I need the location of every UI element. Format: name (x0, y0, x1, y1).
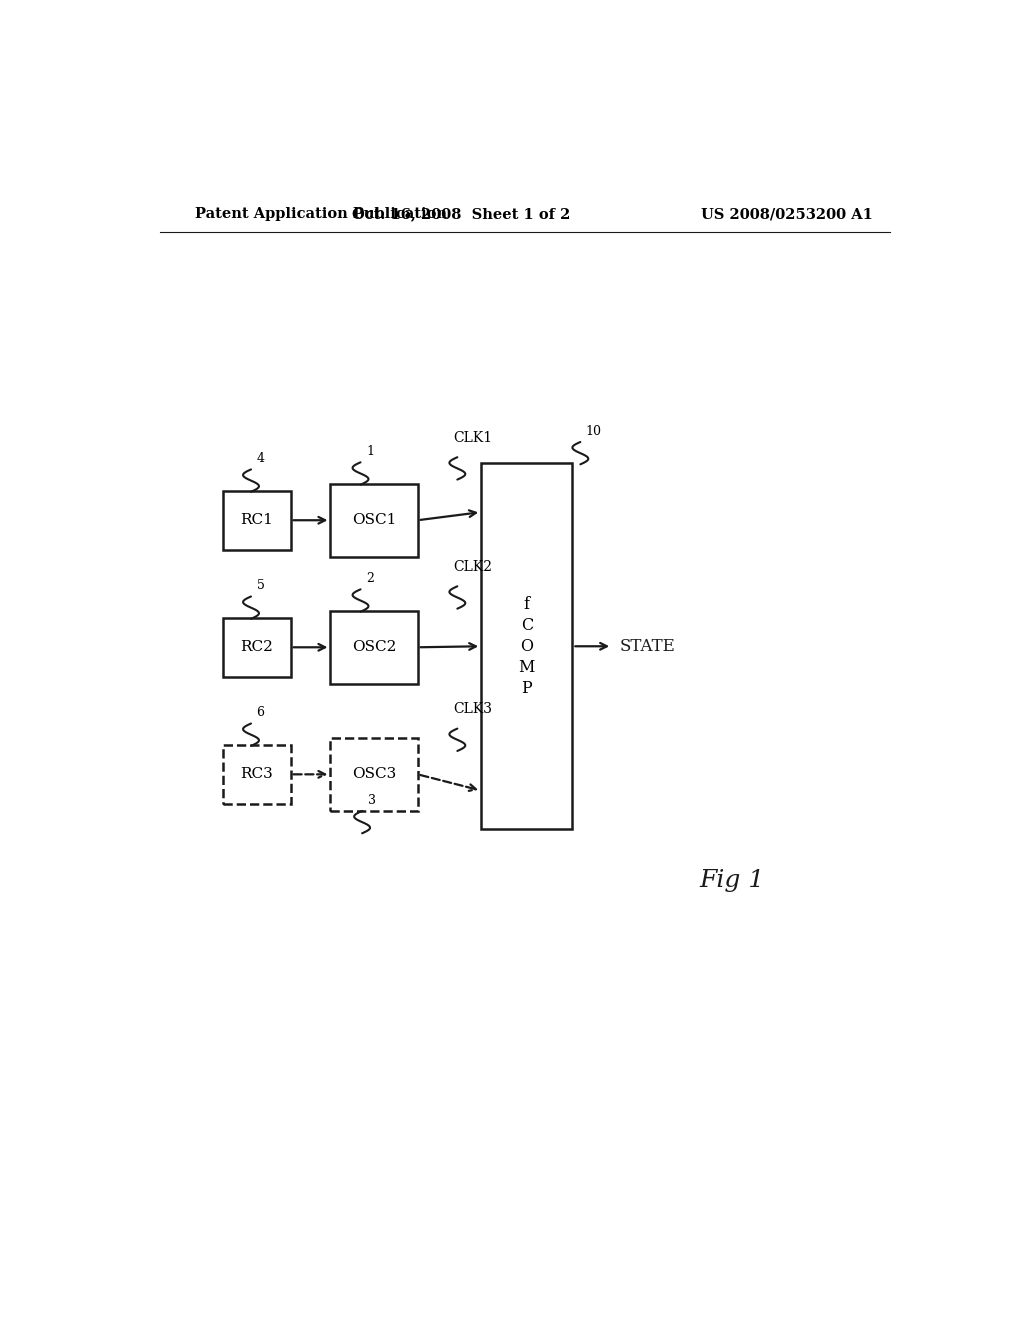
Text: 2: 2 (367, 573, 374, 585)
Text: US 2008/0253200 A1: US 2008/0253200 A1 (700, 207, 872, 222)
Text: OSC3: OSC3 (352, 767, 396, 781)
Text: CLK1: CLK1 (454, 432, 493, 445)
Text: OSC1: OSC1 (352, 513, 396, 527)
Text: 6: 6 (257, 706, 264, 719)
Text: 10: 10 (586, 425, 602, 438)
Text: RC1: RC1 (241, 513, 273, 527)
Text: Fig 1: Fig 1 (699, 869, 765, 891)
Text: OSC2: OSC2 (352, 640, 396, 655)
Text: 3: 3 (368, 793, 376, 807)
Text: 4: 4 (257, 453, 264, 466)
Bar (223, 491, 291, 549)
Bar (223, 618, 291, 677)
Bar (331, 483, 418, 557)
Text: 1: 1 (367, 445, 374, 458)
Text: 5: 5 (257, 579, 264, 593)
Text: f
C
O
M
P: f C O M P (518, 595, 535, 697)
Text: CLK3: CLK3 (454, 702, 493, 717)
Text: RC2: RC2 (241, 640, 273, 655)
Bar (481, 463, 572, 829)
Text: Patent Application Publication: Patent Application Publication (196, 207, 447, 222)
Bar (331, 611, 418, 684)
Text: RC3: RC3 (241, 767, 273, 781)
Bar (223, 744, 291, 804)
Bar (331, 738, 418, 810)
Text: STATE: STATE (620, 638, 676, 655)
Text: Oct. 16, 2008  Sheet 1 of 2: Oct. 16, 2008 Sheet 1 of 2 (352, 207, 570, 222)
Text: CLK2: CLK2 (454, 560, 493, 574)
